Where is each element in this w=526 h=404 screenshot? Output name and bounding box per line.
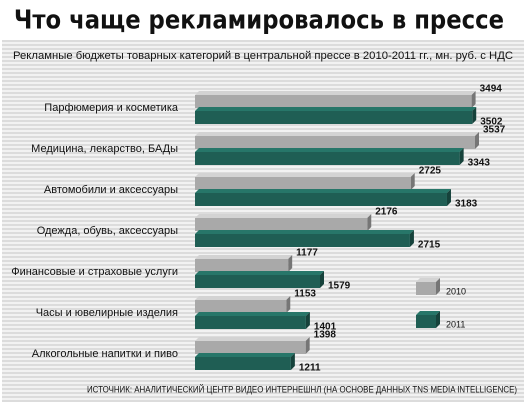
bar-face (195, 173, 415, 177)
bar-face (409, 230, 414, 247)
bar-face (195, 148, 464, 152)
category-label: Финансовые и страховые услуги (11, 266, 178, 278)
bar-face (416, 282, 436, 295)
bar-face (195, 316, 306, 329)
bar-face (195, 111, 473, 124)
bar (195, 148, 464, 165)
bar-face (288, 255, 293, 272)
bar-face (195, 177, 411, 190)
bar (195, 353, 295, 370)
bar (195, 271, 324, 288)
bar-face (195, 107, 477, 111)
bar-face (305, 337, 310, 354)
source: ИСТОЧНИК: АНАЛИТИЧЕСКИЙ ЦЕНТР ВИДЕО ИНТЕ… (87, 383, 517, 394)
bar-face (195, 189, 451, 193)
value-label: 1177 (296, 248, 318, 259)
bar (195, 337, 310, 354)
bar (195, 107, 477, 124)
bar-face (195, 353, 295, 357)
bar-face (195, 152, 460, 165)
value-label: 2725 (419, 166, 442, 177)
bar-face (410, 173, 415, 190)
bar-face (475, 132, 479, 149)
bar-face (195, 136, 475, 149)
legend-label: 2011 (446, 319, 465, 329)
bar-face (472, 107, 477, 124)
bar (195, 230, 414, 247)
legend-swatch (416, 278, 440, 295)
bar-face (195, 296, 291, 300)
value-label: 1211 (299, 363, 321, 374)
value-label: 1579 (328, 281, 351, 292)
bar-face (436, 278, 440, 295)
bar (195, 214, 372, 231)
category-label: Часы и ювелирные изделия (36, 307, 178, 319)
bar (195, 312, 310, 329)
bar-face (446, 189, 451, 206)
bar-face (195, 214, 372, 218)
bar-face (195, 95, 472, 108)
value-label: 3502 (480, 117, 503, 128)
value-label: 3343 (468, 158, 491, 169)
value-label: 3494 (480, 84, 503, 95)
bar-face (471, 91, 476, 108)
value-label: 1153 (294, 289, 316, 300)
bar-face (195, 337, 310, 341)
bar-face (195, 230, 414, 234)
subtitle-panel (2, 40, 524, 68)
category-label: Парфюмерия и косметика (44, 102, 179, 114)
value-label: 3183 (455, 199, 478, 210)
value-label: 1401 (314, 322, 337, 333)
bar-face (290, 353, 295, 370)
bar-face (459, 148, 464, 165)
bar (195, 189, 451, 206)
value-label: 2176 (375, 207, 398, 218)
bar-face (416, 311, 440, 315)
bar-face (195, 234, 410, 247)
bar-face (195, 218, 368, 231)
bar-face (305, 312, 310, 329)
bar-face (286, 296, 291, 313)
bar-face (195, 271, 324, 275)
value-label: 2715 (418, 240, 441, 251)
bar (195, 91, 476, 108)
bar-face (195, 341, 306, 354)
category-label: Одежда, обувь, аксессуары (37, 225, 178, 237)
chart-subtitle: Рекламные бюджеты товарных категорий в ц… (13, 50, 513, 62)
value-label: 3537 (483, 125, 506, 136)
bar-face (195, 275, 320, 288)
bar (195, 255, 293, 272)
bar-face (195, 259, 289, 272)
bar-face (416, 315, 436, 328)
bar (195, 173, 415, 190)
legend-label: 2010 (446, 286, 466, 296)
bar-face (195, 357, 291, 370)
category-label: Алкогольные напитки и пиво (32, 348, 178, 360)
bar-face (195, 193, 447, 206)
bar-face (195, 312, 310, 316)
value-label: 1398 (314, 330, 337, 341)
bar (195, 296, 291, 313)
bar (195, 132, 479, 149)
bar-face (319, 271, 324, 288)
bar-face (195, 91, 476, 95)
chart-title: Что чаще рекламировалось в прессе (14, 6, 504, 36)
legend-swatch (416, 311, 440, 328)
bar-face (436, 311, 440, 328)
bar-face (195, 255, 293, 259)
category-label: Медицина, лекарство, БАДы (31, 143, 178, 155)
bar-face (195, 300, 287, 313)
bar-face (367, 214, 372, 231)
category-label: Автомобили и аксессуары (44, 184, 178, 196)
bar-face (195, 132, 479, 136)
bar-face (416, 278, 440, 282)
